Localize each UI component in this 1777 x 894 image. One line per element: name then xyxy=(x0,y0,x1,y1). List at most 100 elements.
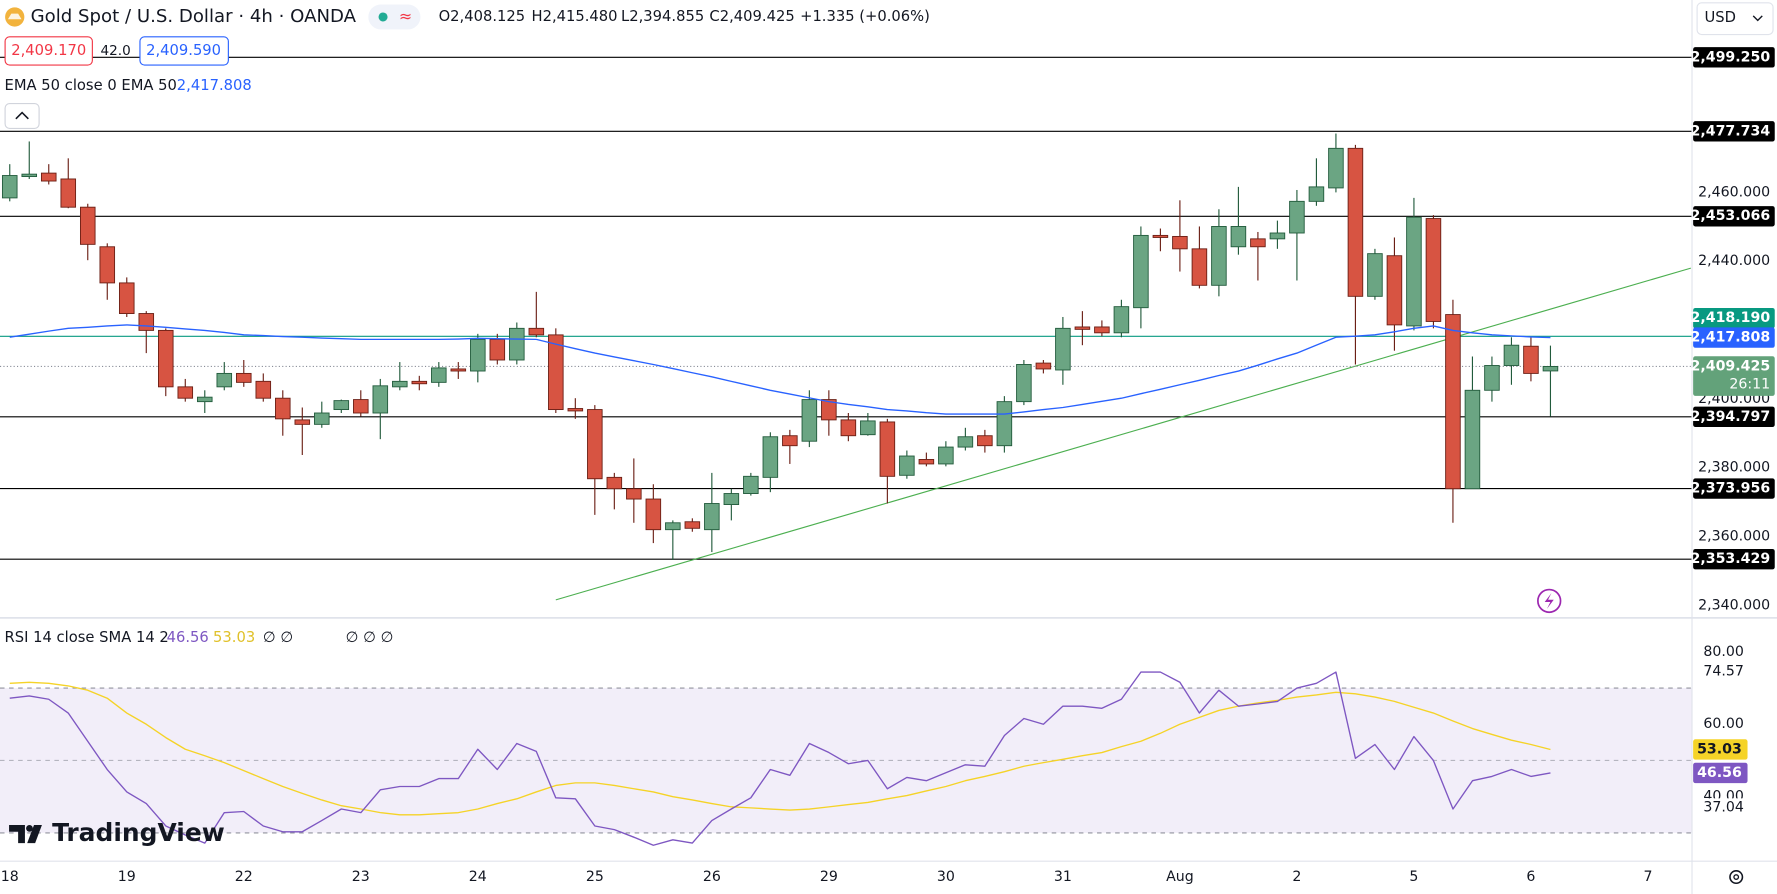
candle-body xyxy=(743,475,759,494)
candle-body xyxy=(509,327,525,361)
candle-body xyxy=(1308,186,1325,202)
candle-body xyxy=(704,503,720,531)
level-label-box xyxy=(1693,406,1775,427)
x-tick-label: 25 xyxy=(586,869,604,885)
brand-mark xyxy=(9,824,42,844)
level-label-box xyxy=(1693,548,1775,570)
currency-label[interactable]: USD xyxy=(1704,9,1735,26)
ema-label-box xyxy=(1693,327,1775,348)
sma-legend-value: 53.03 xyxy=(213,629,255,646)
candle-body xyxy=(1464,389,1481,490)
last-price-label: 2,409.425 xyxy=(1691,358,1771,374)
candle-body xyxy=(957,436,974,448)
candle-body xyxy=(879,421,896,477)
candle-body xyxy=(470,338,486,372)
rsi-tick-label: 80.00 xyxy=(1703,644,1744,660)
rsi-last-label: 46.56 xyxy=(1697,765,1742,781)
marker-label-box xyxy=(1693,307,1775,329)
level-label: 2,453.066 xyxy=(1691,208,1771,224)
x-tick-label: 24 xyxy=(469,869,487,885)
candle-body xyxy=(723,493,740,506)
rsi-line xyxy=(9,671,1551,846)
currency-selector[interactable] xyxy=(1696,2,1774,36)
ask-price[interactable]: 2,409.590 xyxy=(146,42,221,59)
data-delay-icon: ≈ xyxy=(399,6,412,25)
ohlc-open: O2,408.125 xyxy=(439,8,526,25)
candle-body xyxy=(1250,238,1266,248)
settings-button[interactable] xyxy=(1729,870,1744,885)
candle-body xyxy=(1523,345,1539,374)
candle-body xyxy=(1016,364,1032,403)
candle-body xyxy=(1074,326,1091,330)
candle-body xyxy=(372,385,389,414)
candle-body xyxy=(1230,226,1247,248)
candle-body xyxy=(1484,365,1500,391)
symbol-icon-bars xyxy=(7,13,22,20)
candle-body xyxy=(40,172,57,182)
candle-body xyxy=(1133,234,1149,309)
brand-logo[interactable]: TradingView xyxy=(9,818,225,847)
x-tick-label: 2 xyxy=(1292,869,1301,885)
candle-body xyxy=(645,498,662,531)
ema-legend[interactable]: EMA 50 close 0 EMA 50 xyxy=(5,77,177,94)
ohlc-low: L2,394.855 xyxy=(621,8,704,25)
candle-body xyxy=(411,380,428,385)
level-label: 2,373.956 xyxy=(1691,481,1771,497)
level-label: 2,394.797 xyxy=(1691,409,1771,425)
candle-body xyxy=(158,329,174,388)
candle-body xyxy=(1425,218,1442,322)
sell-button[interactable] xyxy=(4,36,93,66)
candle-body xyxy=(216,372,233,388)
candle-body xyxy=(314,412,330,425)
candle-body xyxy=(1503,344,1520,366)
rsi-legend[interactable]: RSI 14 close SMA 14 2 xyxy=(5,629,169,646)
level-label-box xyxy=(1693,478,1775,499)
spread: 42.0 xyxy=(100,43,130,59)
level-label-box xyxy=(1693,121,1775,142)
candle-body xyxy=(99,246,116,284)
candle-body xyxy=(1094,326,1110,334)
x-tick-label: Aug xyxy=(1166,869,1194,885)
candle-body xyxy=(60,178,77,208)
collapse-button[interactable] xyxy=(4,102,40,130)
header: Gold Spot / U.S. Dollar · 4h · OANDA ≈ O… xyxy=(4,2,1774,885)
collapse-chevron xyxy=(15,111,29,120)
candle-body xyxy=(1172,235,1188,250)
candle-body xyxy=(1,175,18,199)
bid-price[interactable]: 2,409.170 xyxy=(11,42,86,59)
x-tick-label: 30 xyxy=(937,869,955,885)
candle-body xyxy=(138,313,155,331)
status-pill[interactable] xyxy=(368,4,421,30)
candle-body xyxy=(626,488,642,500)
market-open-dot xyxy=(378,12,388,22)
last-price-box xyxy=(1693,356,1775,396)
x-tick-label: 19 xyxy=(118,869,136,885)
rsi-extreme-label: 74.57 xyxy=(1703,663,1744,679)
candle-body xyxy=(1328,147,1344,189)
candle-body xyxy=(977,435,993,447)
symbol-title[interactable]: Gold Spot / U.S. Dollar · 4h · OANDA xyxy=(31,6,357,27)
rsi-extreme-bg xyxy=(1696,662,1748,681)
ohlc-change: +1.335 (+0.06%) xyxy=(800,8,930,25)
x-tick-label: 31 xyxy=(1054,869,1072,885)
candle-body xyxy=(548,334,564,411)
plot-area xyxy=(0,56,1693,846)
buy-button[interactable] xyxy=(139,36,229,66)
candle-body xyxy=(275,397,291,420)
candle-body xyxy=(1191,248,1208,286)
ema-line xyxy=(9,324,1551,415)
candle-body xyxy=(1113,306,1130,334)
candle-body xyxy=(1367,253,1383,297)
candle-body xyxy=(587,409,603,480)
candle-body xyxy=(684,521,701,529)
y-tick-label: 2,440.000 xyxy=(1698,253,1770,269)
rsi-extreme-bg xyxy=(1696,798,1748,817)
candle-body xyxy=(1445,314,1461,490)
events-bolt xyxy=(1544,592,1554,609)
candle-body xyxy=(177,386,194,399)
candle-body xyxy=(431,367,447,383)
candle-body xyxy=(1035,362,1052,370)
candle-body xyxy=(996,401,1013,447)
rsi-null-values: ∅ ∅ xyxy=(263,629,293,646)
x-tick-label: 26 xyxy=(703,869,721,885)
